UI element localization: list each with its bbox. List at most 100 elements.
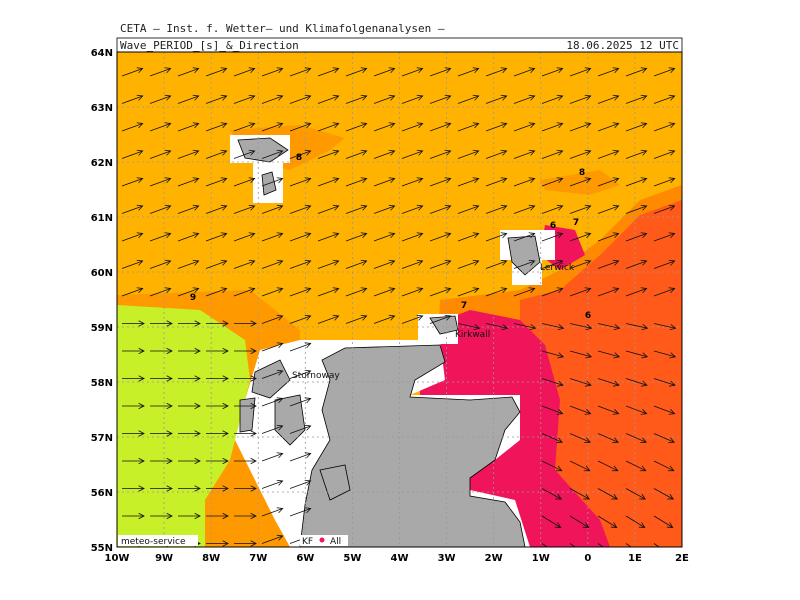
wave-arrow [597,177,620,187]
wave-arrow [150,430,173,437]
wave-arrow [121,204,144,214]
wave-arrow [625,543,632,547]
wave-arrow [625,488,647,500]
wave-arrow [261,534,284,544]
wave-arrow [401,314,424,324]
wave-arrow [625,323,649,331]
wave-arrow [261,397,284,407]
wave-arrow [317,287,340,297]
field-period-6 [520,200,682,547]
wave-arrow [178,430,201,437]
lon-label: 7W [249,553,267,564]
wave-arrow [122,320,145,327]
wave-arrow [597,67,620,77]
wave-arrow [289,149,312,159]
wave-arrow [429,149,452,159]
wave-arrow [178,375,201,382]
wave-arrow [206,347,229,355]
wave-arrow [541,287,564,297]
wave-arrow [429,259,452,269]
wave-arrow [569,122,592,132]
wave-arrow [401,149,424,159]
wave-arrow [485,204,508,214]
wave-arrow [177,259,200,269]
wave-arrow [653,488,675,500]
lon-label: 1W [532,553,550,564]
wave-arrow [121,259,144,269]
place-label: Stornoway [292,371,340,381]
wave-arrow [345,314,368,324]
wave-arrow [485,67,508,77]
lat-label: 64N [91,48,113,59]
wave-arrow [205,94,228,104]
wave-arrow [625,149,648,159]
wave-arrow [513,287,536,297]
wave-arrow [625,259,648,269]
wave-arrow [653,177,676,187]
wave-arrow [233,287,256,297]
wave-arrow [625,204,648,214]
wave-arrow [373,67,396,77]
wave-arrow [625,122,648,132]
wave-arrow [625,515,646,528]
wave-arrow [233,177,256,187]
wave-arrow [513,122,536,132]
wave-arrow [541,259,564,269]
wave-arrow [121,94,144,104]
parameter-label: Wave_PERIOD_[s]_&_Direction [120,39,299,52]
wave-arrow [261,287,284,297]
wave-arrow [122,375,145,382]
wave-arrow [569,287,592,297]
wave-arrow [289,287,312,297]
wave-arrow [597,460,619,472]
wave-arrow [569,378,592,387]
wave-arrow [345,122,368,132]
wave-arrow [289,369,312,379]
wave-arrow [178,320,201,327]
wave-arrow [653,350,677,359]
wave-arrow [541,515,562,528]
wave-arrow [205,177,228,187]
lat-label: 61N [91,213,113,224]
wave-arrow [234,540,257,547]
wave-arrow [177,204,200,214]
wave-arrow [653,460,675,472]
wave-arrow [429,314,452,324]
wave-arrow [653,543,660,547]
wave-arrow [569,259,592,269]
wave-arrow [653,232,676,242]
wave-arrow [373,94,396,104]
wave-arrow [317,122,340,132]
lat-label: 55N [91,543,113,554]
wave-arrow [513,67,536,77]
wave-arrow [177,232,200,242]
header-title: CETA – Inst. f. Wetter– und Klimafolgena… [120,22,445,35]
lat-label: 60N [91,268,113,279]
lon-label: 6W [296,553,314,564]
wave-arrow [373,259,396,269]
wave-arrow [569,204,592,214]
wave-arrow [485,232,508,242]
wave-arrow [150,375,173,382]
wave-arrow [429,177,452,187]
wave-arrow [289,122,312,132]
credit: meteo-service [121,537,186,547]
wave-arrow [569,67,592,77]
wave-arrow [261,67,284,77]
wave-arrow [261,122,284,132]
wave-arrow [541,460,563,472]
lon-label: 10W [105,553,130,564]
wave-arrow [150,485,173,492]
wave-arrow [205,149,228,159]
wave-arrow [653,204,676,214]
wave-arrow [206,402,229,410]
place-label: Kirkwall [455,330,490,340]
contour-label: 7 [573,218,579,228]
wave-arrow [625,378,648,387]
wave-arrow [457,232,480,242]
map-field [117,52,682,547]
wave-arrow [289,342,312,352]
wave-arrow [122,485,145,492]
valid-time: 18.06.2025 12 UTC [566,39,679,52]
wave-arrow [233,259,256,269]
